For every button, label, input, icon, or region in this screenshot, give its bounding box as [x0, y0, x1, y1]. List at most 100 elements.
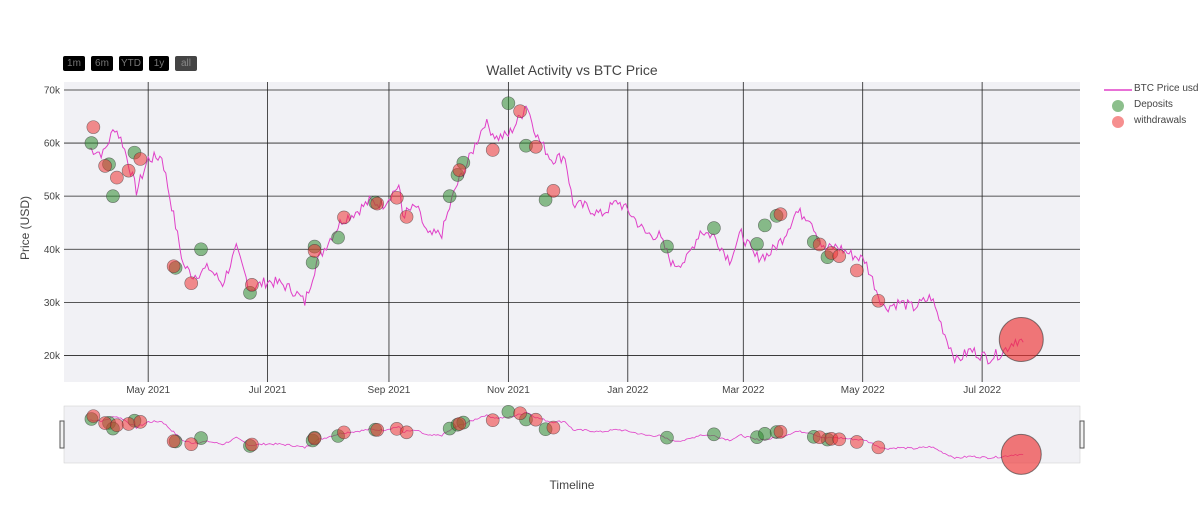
deposit-marker-mini: [707, 427, 721, 442]
withdrawal-marker: [871, 293, 886, 308]
deposit-marker: [538, 193, 553, 207]
y-tick-label: 20k: [44, 351, 61, 362]
withdrawal-marker-mini: [452, 417, 467, 431]
y-axis-label: Price (USD): [18, 195, 32, 261]
circle-swatch-icon: [1112, 100, 1124, 112]
withdrawal-marker-mini: [307, 431, 322, 446]
withdrawal-marker-mini: [370, 423, 385, 437]
withdrawal-marker: [513, 104, 527, 119]
withdrawal-marker: [133, 152, 148, 166]
range-slider-markers: [84, 405, 1042, 475]
deposit-marker-mini: [758, 427, 772, 441]
y-tick-label: 30k: [44, 298, 61, 309]
deposit-marker: [750, 237, 764, 251]
withdrawal-marker-mini: [832, 432, 847, 447]
x-tick-label: Jul 2022: [963, 385, 1001, 396]
deposit-marker-mini: [660, 430, 674, 445]
x-tick-label: Sep 2021: [368, 385, 411, 396]
y-tick-labels: 70k 60k 50k 40k 30k 20k: [44, 85, 61, 361]
withdrawal-marker: [245, 278, 259, 292]
withdrawal-marker-mini: [86, 409, 101, 423]
withdrawal-marker-mini: [399, 425, 414, 440]
withdrawal-marker-mini: [850, 435, 864, 449]
range-button-ytd[interactable]: YTD: [119, 56, 143, 71]
withdrawal-marker-mini: [528, 412, 543, 427]
x-tick-label: Nov 2021: [487, 385, 530, 396]
withdrawal-marker: [546, 184, 561, 198]
range-slider[interactable]: [63, 405, 1081, 464]
x-tick-label: Mar 2022: [722, 385, 765, 396]
withdrawal-marker-mini: [1000, 433, 1042, 475]
withdrawal-marker: [389, 190, 404, 205]
deposit-marker-mini: [501, 405, 516, 419]
x-tick-label: Jan 2022: [607, 385, 649, 396]
range-button-1m[interactable]: 1m: [63, 56, 85, 71]
withdrawal-marker: [812, 237, 827, 252]
withdrawal-marker-mini: [485, 413, 500, 428]
chart-title: Wallet Activity vs BTC Price: [486, 62, 658, 78]
x-tick-label: May 2022: [841, 385, 885, 396]
withdrawal-marker: [98, 159, 112, 173]
withdrawal-marker: [485, 143, 500, 157]
deposit-marker: [331, 230, 345, 245]
withdrawal-marker-mini: [184, 437, 199, 452]
markers: [84, 96, 1044, 363]
y-tick-label: 60k: [44, 139, 61, 150]
range-button-1y[interactable]: 1y: [149, 56, 169, 71]
withdrawal-marker: [452, 163, 467, 177]
line-swatch-icon: [1104, 89, 1132, 91]
range-slider-handle-right[interactable]: [1079, 420, 1085, 449]
withdrawal-marker: [307, 244, 322, 258]
withdrawal-marker-mini: [110, 418, 124, 433]
withdrawal-marker: [773, 207, 788, 222]
price-line-path: [89, 105, 1024, 365]
deposit-marker: [707, 221, 721, 235]
withdrawal-marker: [337, 210, 351, 225]
y-tick-label: 50k: [44, 192, 61, 203]
range-button-all[interactable]: all: [175, 56, 197, 71]
withdrawal-marker-mini: [98, 416, 112, 430]
x-tick-labels: May 2021 Jul 2021 Sep 2021 Nov 2021 Jan 2022…: [126, 385, 1001, 396]
price-line: [89, 105, 1024, 365]
legend-label-withdrawals: withdrawals: [1134, 115, 1187, 126]
withdrawal-marker-mini: [245, 437, 259, 452]
x-tick-label: May 2021: [126, 385, 170, 396]
withdrawal-marker-mini: [166, 434, 181, 448]
legend-label-btc-price: BTC Price usd: [1134, 83, 1199, 94]
withdrawal-marker-mini: [812, 430, 827, 445]
withdrawal-marker-mini: [773, 424, 788, 439]
y-tick-label: 70k: [44, 85, 61, 96]
withdrawal-marker: [166, 259, 181, 274]
deposit-marker: [442, 189, 457, 203]
withdrawal-marker-mini: [513, 406, 527, 421]
range-slider-handle-left[interactable]: [59, 420, 65, 449]
x-axis-label: Timeline: [549, 478, 595, 492]
deposit-marker: [194, 242, 208, 257]
withdrawal-marker-mini: [337, 425, 351, 440]
withdrawal-marker: [121, 163, 136, 178]
withdrawal-marker: [528, 139, 543, 154]
deposit-marker: [758, 218, 772, 233]
withdrawal-marker-mini: [121, 417, 136, 431]
deposit-marker: [501, 96, 516, 111]
withdrawal-marker: [110, 170, 124, 185]
withdrawal-marker: [370, 196, 385, 211]
withdrawal-marker-mini: [133, 415, 148, 429]
withdrawal-marker: [184, 276, 199, 291]
withdrawal-marker: [998, 317, 1044, 363]
withdrawal-marker-mini: [546, 420, 561, 435]
deposit-marker-mini: [194, 431, 208, 445]
withdrawal-marker: [86, 120, 101, 134]
deposit-marker: [106, 189, 120, 203]
legend-label-deposits: Deposits: [1134, 99, 1173, 110]
main-plot-area[interactable]: [64, 82, 1080, 382]
withdrawal-marker: [832, 249, 847, 263]
withdrawal-marker: [850, 263, 864, 278]
deposit-marker: [305, 255, 320, 270]
x-tick-label: Jul 2021: [249, 385, 287, 396]
withdrawal-marker-mini: [871, 440, 886, 455]
range-button-6m[interactable]: 6m: [91, 56, 113, 71]
y-tick-label: 40k: [44, 245, 61, 256]
